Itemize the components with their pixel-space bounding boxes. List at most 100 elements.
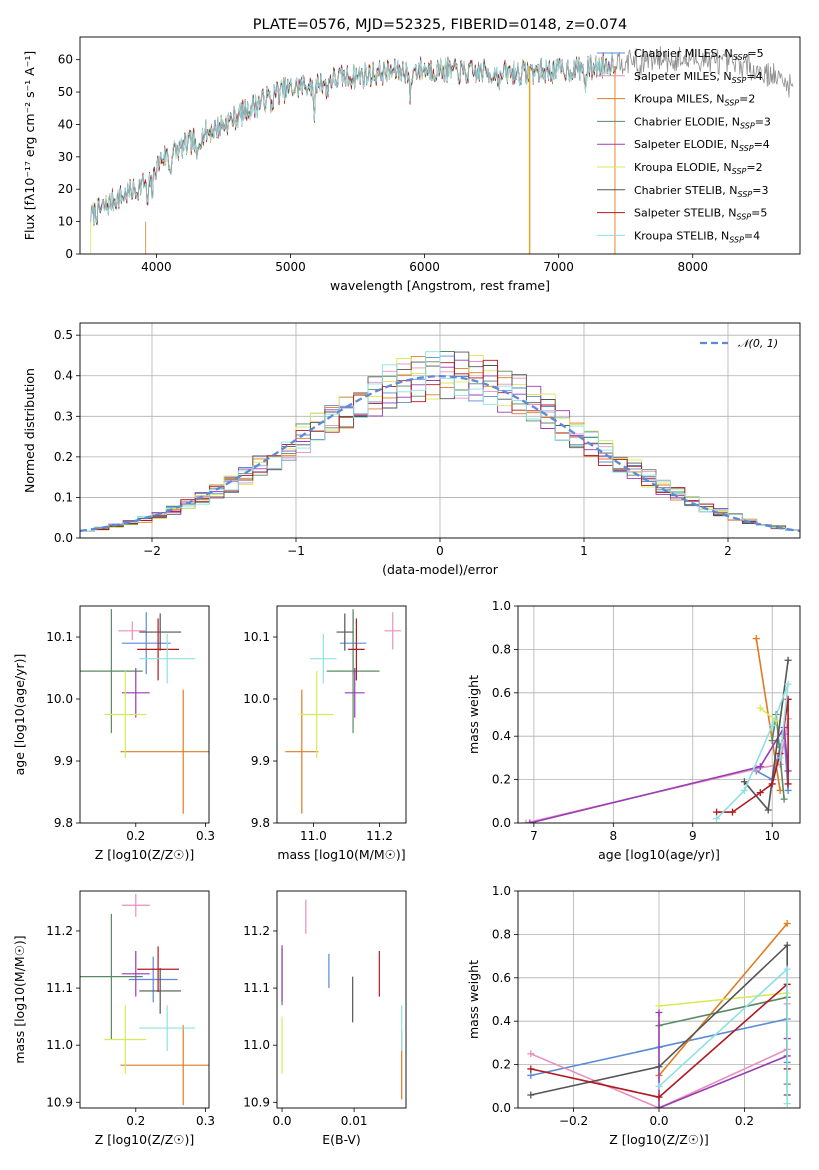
y-tick-label: 0.4: [492, 729, 511, 743]
legend-label: 𝒩(0, 1): [738, 337, 778, 350]
x-axis-label: E(B-V): [322, 1132, 361, 1147]
plus-marker: [713, 815, 721, 823]
plus-marker: [527, 1091, 535, 1099]
axes-frame: [79, 605, 210, 824]
y-axis-label: mass weight: [466, 960, 481, 1039]
plus-marker: [527, 1065, 535, 1073]
x-tick-label: 4000: [141, 260, 172, 274]
axes-frame: [79, 36, 801, 255]
legend-label: Salpeter MILES, NSSP=4: [634, 70, 763, 85]
y-tick-label: 10.0: [46, 692, 73, 706]
x-tick-label: 0.2: [126, 1114, 145, 1128]
x-tick-label: −0.2: [559, 1114, 588, 1128]
plus-marker: [756, 789, 764, 797]
plot-area: [80, 323, 800, 538]
panel-mass-weight-vs-Z: −0.2 0.0 0.2 0.0 0.2 0.4 0.6 0.8 1.0 Z [log10(Z/Z…: [466, 884, 801, 1147]
y-tick-label: 9.8: [251, 816, 270, 830]
x-tick-label: −1: [287, 544, 305, 558]
y-tick-label: 0.4: [54, 369, 73, 383]
y-axis-label: mass [log10(M/M☉)]: [12, 935, 27, 1063]
plot-area: [90, 45, 794, 254]
normal-reference-curve: [80, 375, 800, 533]
y-tick-label: 11.0: [46, 1038, 73, 1052]
x-tick-label: 5000: [275, 260, 306, 274]
plus-marker: [780, 795, 788, 803]
legend-label: Salpeter STELIB, NSSP=5: [634, 207, 767, 222]
plus-marker: [784, 680, 792, 688]
plus-marker: [768, 721, 776, 729]
histogram-step: [80, 351, 800, 538]
plus-marker: [752, 635, 760, 643]
plus-marker: [527, 1050, 535, 1058]
plus-marker: [655, 1093, 663, 1101]
x-tick-label: 0.3: [196, 1114, 215, 1128]
x-axis-label: Z [log10(Z/Z☉)]: [95, 1132, 195, 1147]
y-tick-label: 11.2: [46, 924, 73, 938]
y-tick-label: 0.2: [54, 450, 73, 464]
x-axis-label: (data-model)/error: [382, 562, 499, 577]
y-tick-label: 0.0: [492, 816, 511, 830]
axes-frame: [79, 890, 210, 1109]
plot-area: [518, 606, 800, 823]
y-tick-label: 9.9: [251, 754, 270, 768]
y-tick-label: 10: [58, 215, 73, 229]
y-axis-label: age [log10(age/yr)]: [12, 654, 27, 776]
y-tick-label: 0.0: [492, 1101, 511, 1115]
y-tick-label: 10.9: [243, 1095, 270, 1109]
y-tick-label: 11.2: [243, 924, 270, 938]
mass-weight-line: [759, 707, 777, 722]
figure-title: PLATE=0576, MJD=52325, FIBERID=0148, z=0…: [253, 17, 627, 33]
x-tick-label: −2: [143, 544, 161, 558]
plot-area: [285, 609, 402, 814]
y-tick-label: 0.2: [492, 1058, 511, 1072]
x-tick-label: 0.3: [196, 829, 215, 843]
panel-mass-vs-EBV: 0.0 0.01 10.9 11.0 11.1 11.2 E(B-V): [243, 890, 407, 1147]
y-axis-label: Normed distribution: [22, 368, 37, 493]
x-tick-label: 9: [689, 829, 697, 843]
mass-weight-line: [525, 718, 789, 823]
plus-marker: [783, 1100, 791, 1108]
mass-weight-line: [658, 967, 788, 1104]
plus-marker: [756, 704, 764, 712]
x-tick-label: 1: [580, 544, 588, 558]
panel-spectrum: 4000 5000 6000 7000 8000 0 10 20 30 40 50 60 wavelen…: [22, 36, 801, 293]
panel-age-vs-mass: 11.0 11.2 9.8 9.9 10.0 10.1 mass [log10(M/M☉)]: [243, 605, 407, 862]
plot-area: [518, 891, 800, 1108]
plus-marker: [776, 786, 784, 794]
y-axis-label: mass weight: [466, 675, 481, 754]
plus-marker: [783, 920, 791, 928]
plus-marker: [526, 819, 534, 823]
axes-frame: [517, 890, 801, 1109]
y-tick-label: 10.0: [243, 692, 270, 706]
plus-marker: [655, 1009, 663, 1017]
x-axis-label: Z [log10(Z/Z☉)]: [95, 847, 195, 862]
plus-marker: [740, 778, 748, 786]
x-axis-label: age [log10(age/yr)]: [598, 847, 720, 862]
x-tick-label: 10: [765, 829, 780, 843]
y-tick-label: 60: [58, 53, 73, 67]
y-tick-label: 11.1: [243, 981, 270, 995]
x-tick-label: 0.2: [735, 1114, 754, 1128]
y-tick-label: 0.5: [54, 328, 73, 342]
axes-frame: [276, 890, 407, 1109]
axes-frame: [517, 605, 801, 824]
y-tick-label: 0.1: [54, 490, 73, 504]
plus-marker: [784, 786, 792, 794]
y-tick-label: 20: [58, 182, 73, 196]
plus-marker: [655, 1063, 663, 1071]
panel-residuals: −2 −1 0 1 2 0.0 0.1 0.2 0.3 0.4 0.5 (data-model)/er…: [22, 322, 801, 577]
y-tick-label: 11.0: [243, 1038, 270, 1052]
plus-marker: [783, 965, 791, 973]
y-tick-label: 0: [65, 247, 73, 261]
model-spectrum-line: [91, 53, 615, 225]
y-tick-label: 0.3: [54, 409, 73, 423]
y-tick-label: 0.6: [492, 686, 511, 700]
plus-marker: [740, 786, 748, 794]
y-axis-label: Flux [fλ10⁻¹⁷ erg cm⁻² s⁻¹ A⁻¹]: [22, 51, 37, 240]
plot-area: [80, 893, 209, 1106]
mass-weight-line: [529, 725, 789, 823]
y-tick-label: 1.0: [492, 884, 511, 898]
plus-marker: [522, 819, 530, 823]
panel-mass-weight-vs-age: 7 8 9 10 0.0 0.2 0.4 0.6 0.8 1.0 age [log10(age/yr…: [466, 599, 801, 862]
